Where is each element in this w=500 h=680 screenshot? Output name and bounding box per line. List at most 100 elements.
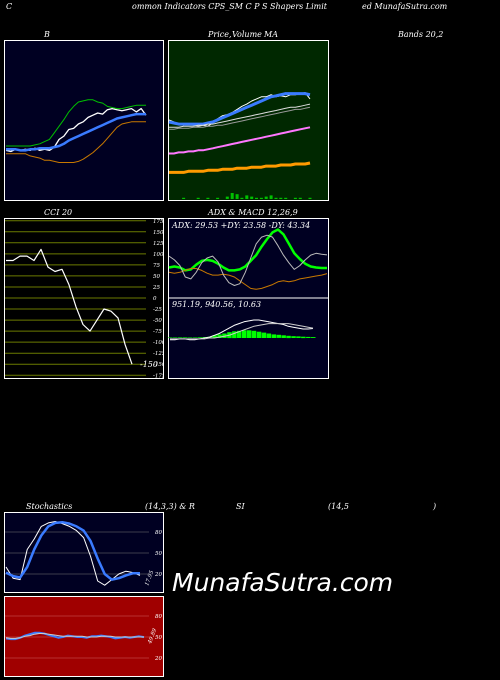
macd-histogram-bar — [197, 337, 203, 338]
ma-ma_orange-line — [169, 161, 311, 174]
macd-histogram-bar — [242, 330, 247, 338]
macd-histogram-bar — [306, 336, 311, 338]
cci-tick-label: -100 — [153, 340, 164, 346]
volume-bar — [255, 197, 258, 199]
header-title-left: ommon Indicators CPS_SM C P S Shapers Li… — [132, 2, 328, 11]
ma-ma_pink-line — [169, 126, 311, 155]
macd-histogram-bar — [212, 335, 217, 338]
volume-bar — [206, 197, 210, 199]
cci-line — [6, 248, 133, 365]
cci-tick-label: 100 — [153, 252, 164, 258]
cci-tick-label: -25 — [153, 307, 162, 313]
bollinger-lower-line — [6, 121, 146, 163]
cci-tick-label: 175 — [153, 219, 164, 225]
volume-bar — [235, 194, 239, 199]
macd-histogram-bar — [246, 330, 252, 338]
bollinger-label: B — [44, 30, 50, 39]
volume-bar — [196, 197, 200, 199]
bollinger-upper-line — [6, 99, 146, 147]
bollinger-middle-line — [6, 112, 146, 152]
macd-histogram-bar — [187, 337, 193, 338]
macd-histogram-bar — [266, 333, 272, 338]
cci-tick-label: 125 — [153, 241, 164, 247]
cci-tick-label: 0 — [153, 296, 157, 302]
macd-histogram-bar — [291, 336, 296, 338]
macd-histogram-bar — [276, 334, 281, 338]
volume-bar — [264, 196, 268, 199]
adx-label: ADX & MACD 12,26,9 — [208, 208, 298, 217]
volume-bar — [225, 196, 229, 199]
stoch-params-label: (14,3,3) & R — [145, 502, 195, 511]
cci-tick-label: 150 — [153, 230, 164, 236]
macd-histogram-bar — [311, 337, 316, 338]
rsi-params-close: ) — [433, 502, 437, 511]
adx-macd-chart: ADX: 29.53 +DY: 23.58 -DY: 43.34 951.19,… — [168, 218, 329, 379]
volume-bar — [216, 197, 220, 199]
stoch-tick-label: 80 — [155, 530, 162, 536]
volume-bar — [250, 196, 254, 199]
macd-histogram-bar — [296, 336, 301, 338]
macd-histogram-bar — [261, 332, 267, 338]
macd-histogram-bar — [256, 331, 262, 338]
rsi-tick-label: 80 — [155, 614, 162, 620]
volume-bar — [274, 197, 278, 199]
macd-macd-line — [170, 319, 314, 341]
stoch-bg — [4, 512, 164, 593]
cci-tick-label: -150 — [153, 362, 164, 368]
watermark: MunafaSutra.com — [172, 568, 394, 597]
macd-histogram-bar — [271, 334, 277, 338]
adx-minus_di-line — [168, 234, 328, 286]
rsi-tick-label: 20 — [154, 656, 162, 662]
volume-bar — [245, 195, 249, 199]
volume-bar — [269, 195, 273, 199]
adx-plus_di-line — [168, 268, 328, 290]
macd-histogram-bar — [192, 337, 198, 338]
price-label: Price, — [208, 30, 232, 39]
stoch-d-line — [5, 520, 140, 581]
price-ma-bg — [168, 40, 329, 201]
stoch-k-line — [5, 521, 141, 586]
cci-tick-label: 50 — [153, 274, 160, 280]
macd-histogram-bar — [281, 335, 286, 338]
cci-tick-label: -125 — [153, 351, 164, 357]
stoch-tick-label: 50 — [155, 551, 162, 557]
rsi-rsi_avg-line — [5, 633, 144, 639]
macd-histogram-bar — [177, 337, 183, 338]
bollinger-chart — [4, 40, 164, 201]
header-title-right: ed MunafaSutra.com — [362, 2, 448, 11]
volume-bar — [308, 197, 312, 199]
cci-chart: 175 150 125 100 75 50 25 0 -25 -50 -75 -100 -125 -150… — [4, 218, 164, 379]
cci-tick-label: 75 — [153, 263, 160, 269]
rsi-label: SI — [236, 502, 245, 511]
volume-bar — [284, 197, 288, 199]
adx-adx-line — [168, 228, 327, 272]
rsi-level-label: 49.89 — [147, 627, 159, 645]
rsi-params-label: (14,5 — [328, 502, 349, 511]
volume-label: Volume — [232, 30, 262, 39]
volume-bar — [182, 197, 186, 199]
stoch-level-label: 17.95 — [144, 569, 155, 586]
macd-histogram-bar — [168, 337, 173, 338]
macd-histogram-bar — [286, 335, 291, 339]
cci-tick-label: -75 — [153, 329, 162, 335]
macd-histogram-bar — [237, 330, 242, 338]
bands-label: Bands 20,2 — [398, 30, 444, 39]
macd-histogram-bar — [301, 336, 306, 339]
ma-ma_blue-line — [168, 92, 311, 126]
volume-bar — [240, 197, 244, 199]
ma-label: MA — [264, 30, 278, 39]
macd-histogram-bar — [232, 331, 237, 339]
volume-bar — [259, 197, 263, 199]
volume-bar — [293, 197, 297, 199]
ma-ma_white-line — [169, 103, 311, 128]
stoch-tick-label: 20 — [154, 572, 162, 578]
cci-label: CCI 20 — [44, 208, 73, 217]
macd-histogram-bar — [217, 334, 222, 338]
ma-ma_grey-line — [169, 106, 311, 130]
cci-tick-label: 25 — [152, 285, 160, 291]
header-c: C — [6, 2, 13, 11]
macd-histogram-bar — [172, 337, 178, 338]
cci-last-label: -150 — [140, 360, 158, 369]
macd-histogram-bar — [182, 337, 188, 338]
